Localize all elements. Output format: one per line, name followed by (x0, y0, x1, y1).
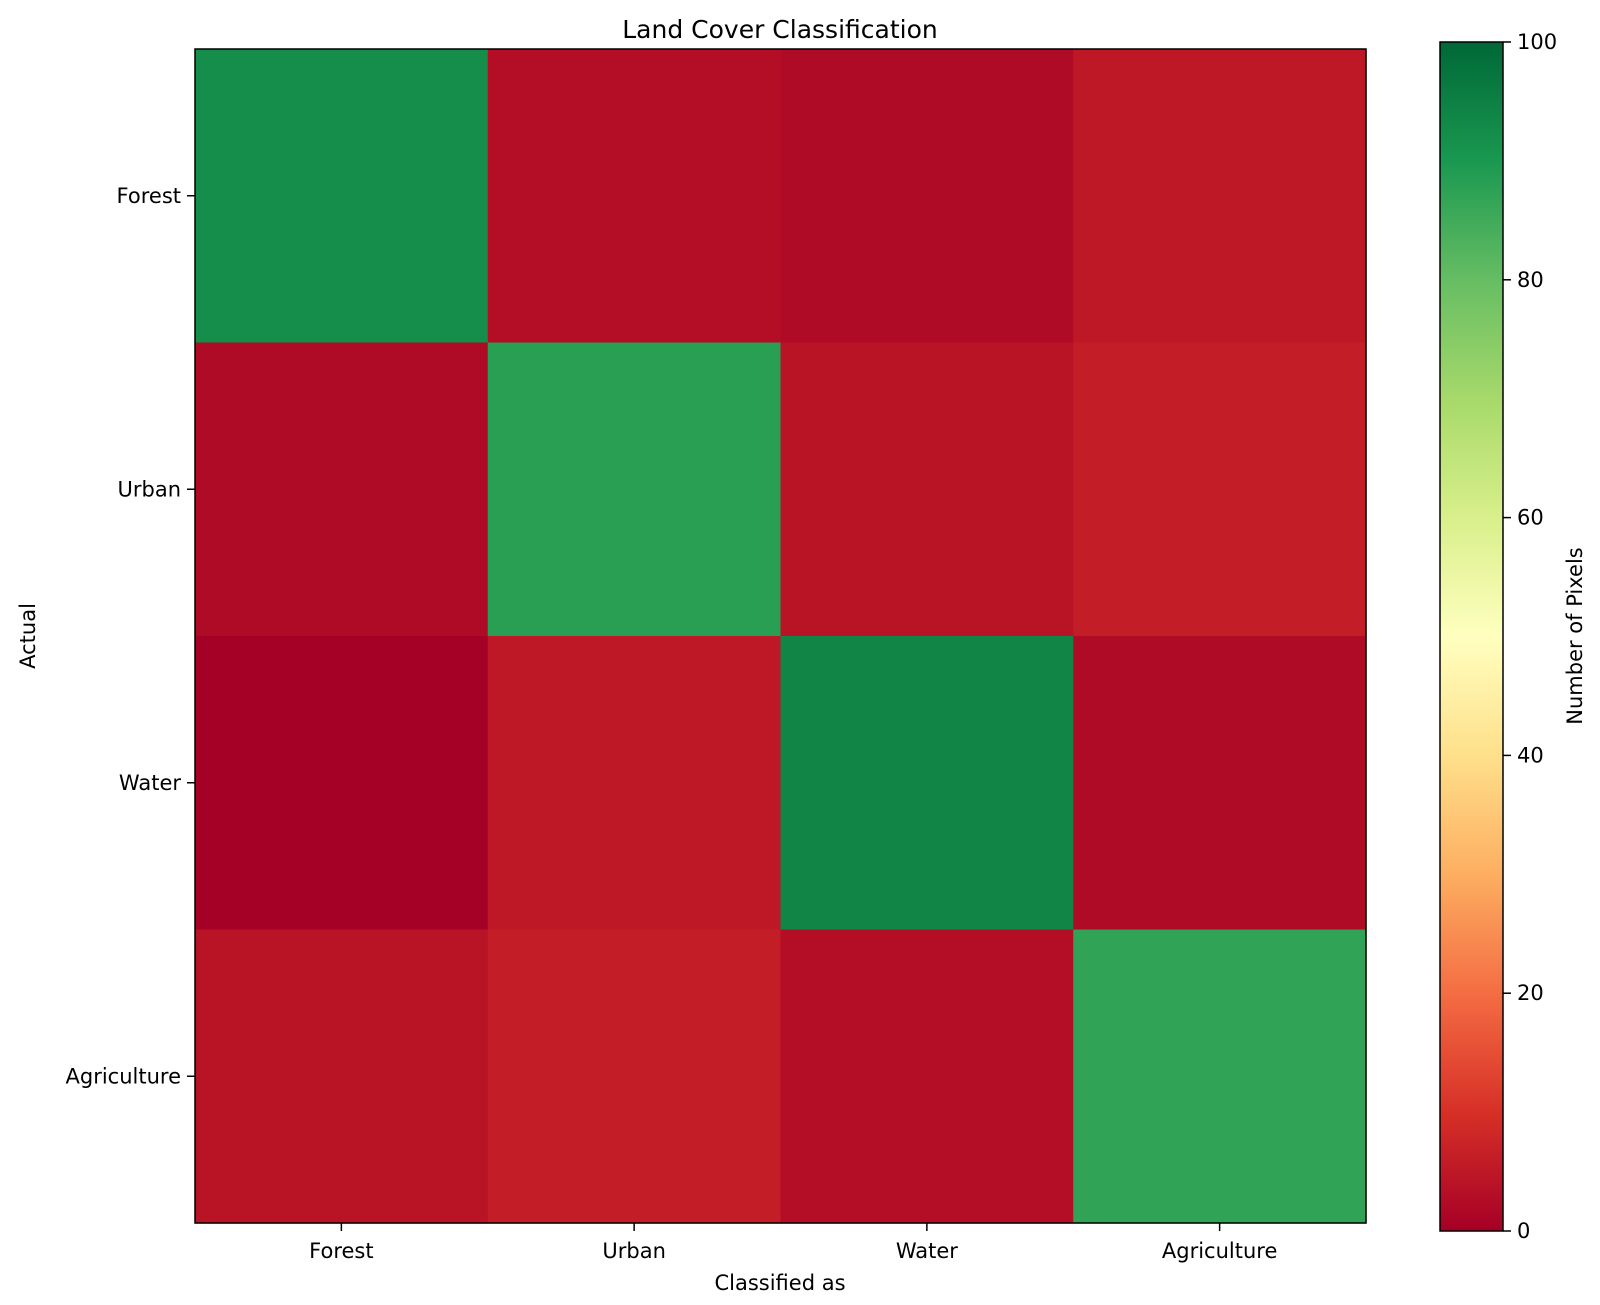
colorbar-tick-label: 40 (1517, 743, 1544, 767)
x-tick-label: Agriculture (1162, 1239, 1278, 1263)
heatmap-cell (195, 342, 489, 637)
colorbar-tick-label: 100 (1517, 30, 1557, 54)
x-axis-ticks: Forest Urban Water Agriculture (309, 1223, 1277, 1263)
chart-title: Land Cover Classification (622, 15, 937, 44)
colorbar-label: Number of Pixels (1563, 547, 1587, 724)
colorbar-tick-label: 60 (1517, 506, 1544, 530)
heatmap-cell (195, 636, 489, 931)
heatmap-cell (195, 49, 489, 344)
y-tick-label: Forest (117, 184, 181, 208)
heatmap-cell (780, 929, 1074, 1224)
heatmap-cell (1073, 49, 1367, 344)
heatmap-cell (195, 929, 489, 1224)
colorbar-tick-label: 20 (1517, 981, 1544, 1005)
y-tick-label: Agriculture (66, 1064, 182, 1088)
colorbar-ticks: 0 20 40 60 80 100 (1503, 30, 1557, 1243)
y-axis-label: Actual (16, 603, 40, 669)
heatmap-cells (195, 49, 1367, 1224)
x-tick-label: Water (896, 1239, 958, 1263)
colorbar-tick-label: 0 (1517, 1219, 1530, 1243)
plot-frame (194, 48, 1367, 1224)
heatmap-cell (1073, 342, 1367, 637)
colorbar (1439, 41, 1504, 1232)
heatmap-cell (487, 49, 782, 344)
y-axis-ticks: Forest Urban Water Agriculture (66, 184, 195, 1088)
heatmap-cell (487, 342, 782, 637)
heatmap-cell (780, 636, 1074, 931)
heatmap-cell (487, 929, 782, 1224)
heatmap-cell (1073, 636, 1367, 931)
heatmap-cell (1073, 929, 1367, 1224)
y-tick-label: Water (119, 771, 181, 795)
heatmap-cell (780, 49, 1074, 344)
heatmap-cell (780, 342, 1074, 637)
x-tick-label: Forest (309, 1239, 373, 1263)
heatmap-cell (487, 636, 782, 931)
y-tick-label: Urban (117, 477, 181, 501)
colorbar-tick-label: 80 (1517, 268, 1544, 292)
x-tick-label: Urban (602, 1239, 666, 1263)
x-axis-label: Classified as (714, 1271, 845, 1295)
